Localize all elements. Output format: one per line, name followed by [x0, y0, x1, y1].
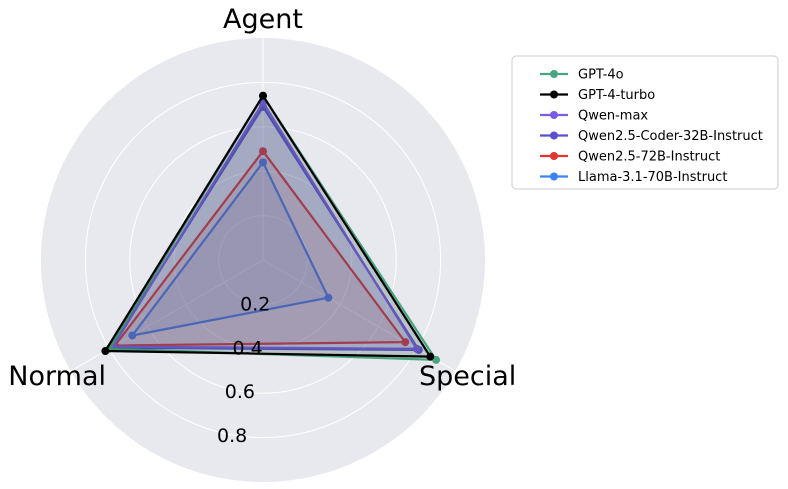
series-area [132, 162, 329, 336]
axis-label: Special [419, 361, 516, 392]
data-point [324, 293, 333, 302]
legend-marker [550, 172, 558, 181]
legend-label: Qwen2.5-72B-Instruct [578, 150, 720, 165]
data-point [259, 147, 267, 156]
data-point [426, 352, 435, 361]
radial-tick-label: 0.8 [217, 425, 247, 447]
legend-label: GPT-4o [578, 68, 624, 83]
legend-marker [550, 90, 558, 99]
grid-spoke [262, 259, 456, 372]
series-area [113, 102, 417, 349]
legend-label: GPT-4-turbo [578, 88, 655, 103]
axis-labels: Agent Special Normal [8, 4, 516, 392]
series-area [111, 106, 419, 350]
legend-marker [550, 131, 558, 140]
axis-label: Normal [8, 361, 106, 392]
series-polygons [101, 91, 441, 364]
radial-tick-label: 0.6 [225, 381, 255, 403]
series-line [131, 161, 330, 337]
legend-marker [550, 111, 558, 119]
series-area [105, 95, 431, 357]
radial-tick-label: 0.2 [240, 294, 270, 316]
radial-tick-label: 0.4 [232, 337, 262, 359]
legend: GPT-4o GPT-4-turbo Qwen-max Qwen2.5-Coder-3… [511, 55, 779, 190]
axis-label: Agent [223, 4, 303, 35]
legend-label: Qwen-max [578, 109, 648, 124]
series-area [109, 95, 436, 360]
data-point [259, 158, 267, 167]
radial-ticks: 0.2 0.4 0.6 0.8 [217, 294, 270, 447]
series-line [111, 101, 418, 350]
data-point [259, 91, 267, 100]
data-point [128, 331, 137, 340]
data-point [101, 347, 110, 356]
series-line [113, 150, 407, 347]
legend-label: Llama-3.1-70B-Instruct [578, 170, 727, 185]
legend-label: Qwen2.5-Coder-32B-Instruct [578, 129, 763, 144]
data-point [401, 338, 410, 347]
legend-marker [550, 152, 558, 160]
series-line [104, 94, 432, 358]
legend-frame [511, 55, 779, 190]
data-point [412, 344, 421, 353]
series-area [115, 151, 406, 346]
legend-marker [550, 70, 558, 78]
